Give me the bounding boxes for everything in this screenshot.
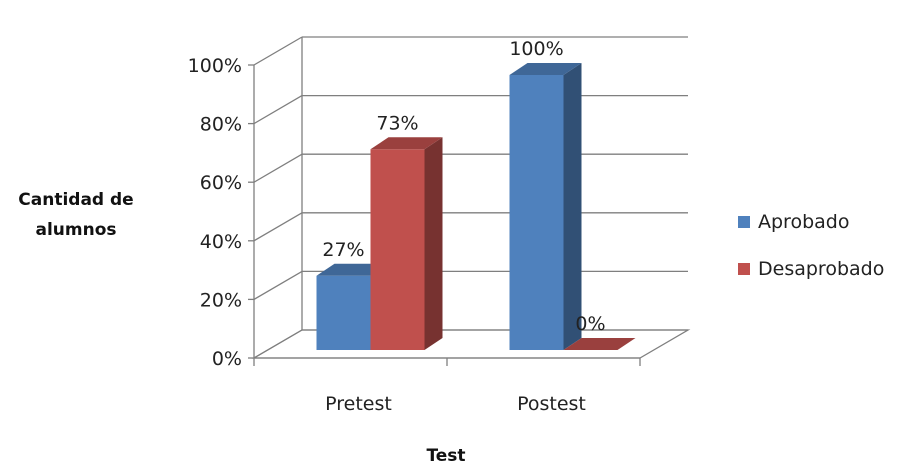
bar-side xyxy=(424,137,443,350)
bar-aprobado-postest xyxy=(509,63,582,350)
side-gridline xyxy=(253,329,303,359)
data-labels: 27% 73% 100% 0% xyxy=(322,38,605,335)
y-axis-title-line2: alumnos xyxy=(35,220,116,240)
y-tick-label: 0% xyxy=(212,348,242,370)
data-label: 73% xyxy=(376,112,418,134)
side-gridline xyxy=(253,153,303,183)
x-axis-title: Test xyxy=(426,446,465,466)
bar-top xyxy=(563,338,636,350)
x-tick-label: Postest xyxy=(517,393,586,415)
y-axis-title-line1: Cantidad de xyxy=(18,190,133,210)
legend: Aprobado Desaprobado xyxy=(738,211,884,280)
y-tick-label: 100% xyxy=(188,55,242,77)
legend-label: Desaprobado xyxy=(758,258,884,280)
bar-front xyxy=(316,275,371,350)
y-tick-label: 80% xyxy=(200,114,242,136)
bars xyxy=(316,63,636,350)
legend-swatch xyxy=(738,216,750,228)
bar-desaprobado-postest xyxy=(563,338,636,350)
x-tick-label: Pretest xyxy=(325,393,392,415)
side-gridline xyxy=(253,36,303,66)
data-label: 27% xyxy=(322,239,364,261)
side-gridline xyxy=(253,270,303,300)
legend-label: Aprobado xyxy=(758,211,849,233)
axes: 0% 20% 40% 60% 80% 100% Pretest Postest xyxy=(188,55,641,415)
y-tick-label: 40% xyxy=(200,231,242,253)
legend-swatch xyxy=(738,263,750,275)
bar-side xyxy=(563,63,582,350)
bar-front xyxy=(509,75,564,350)
side-gridline xyxy=(253,95,303,125)
y-tick-label: 20% xyxy=(200,289,242,311)
y-tick-label: 60% xyxy=(200,172,242,194)
data-label: 0% xyxy=(575,313,605,335)
bar-front xyxy=(370,149,425,350)
bar-top xyxy=(370,137,443,150)
data-label: 100% xyxy=(509,38,563,60)
side-gridline xyxy=(253,212,303,242)
bar-desaprobado-pretest xyxy=(370,137,443,350)
bar-top xyxy=(509,63,582,75)
